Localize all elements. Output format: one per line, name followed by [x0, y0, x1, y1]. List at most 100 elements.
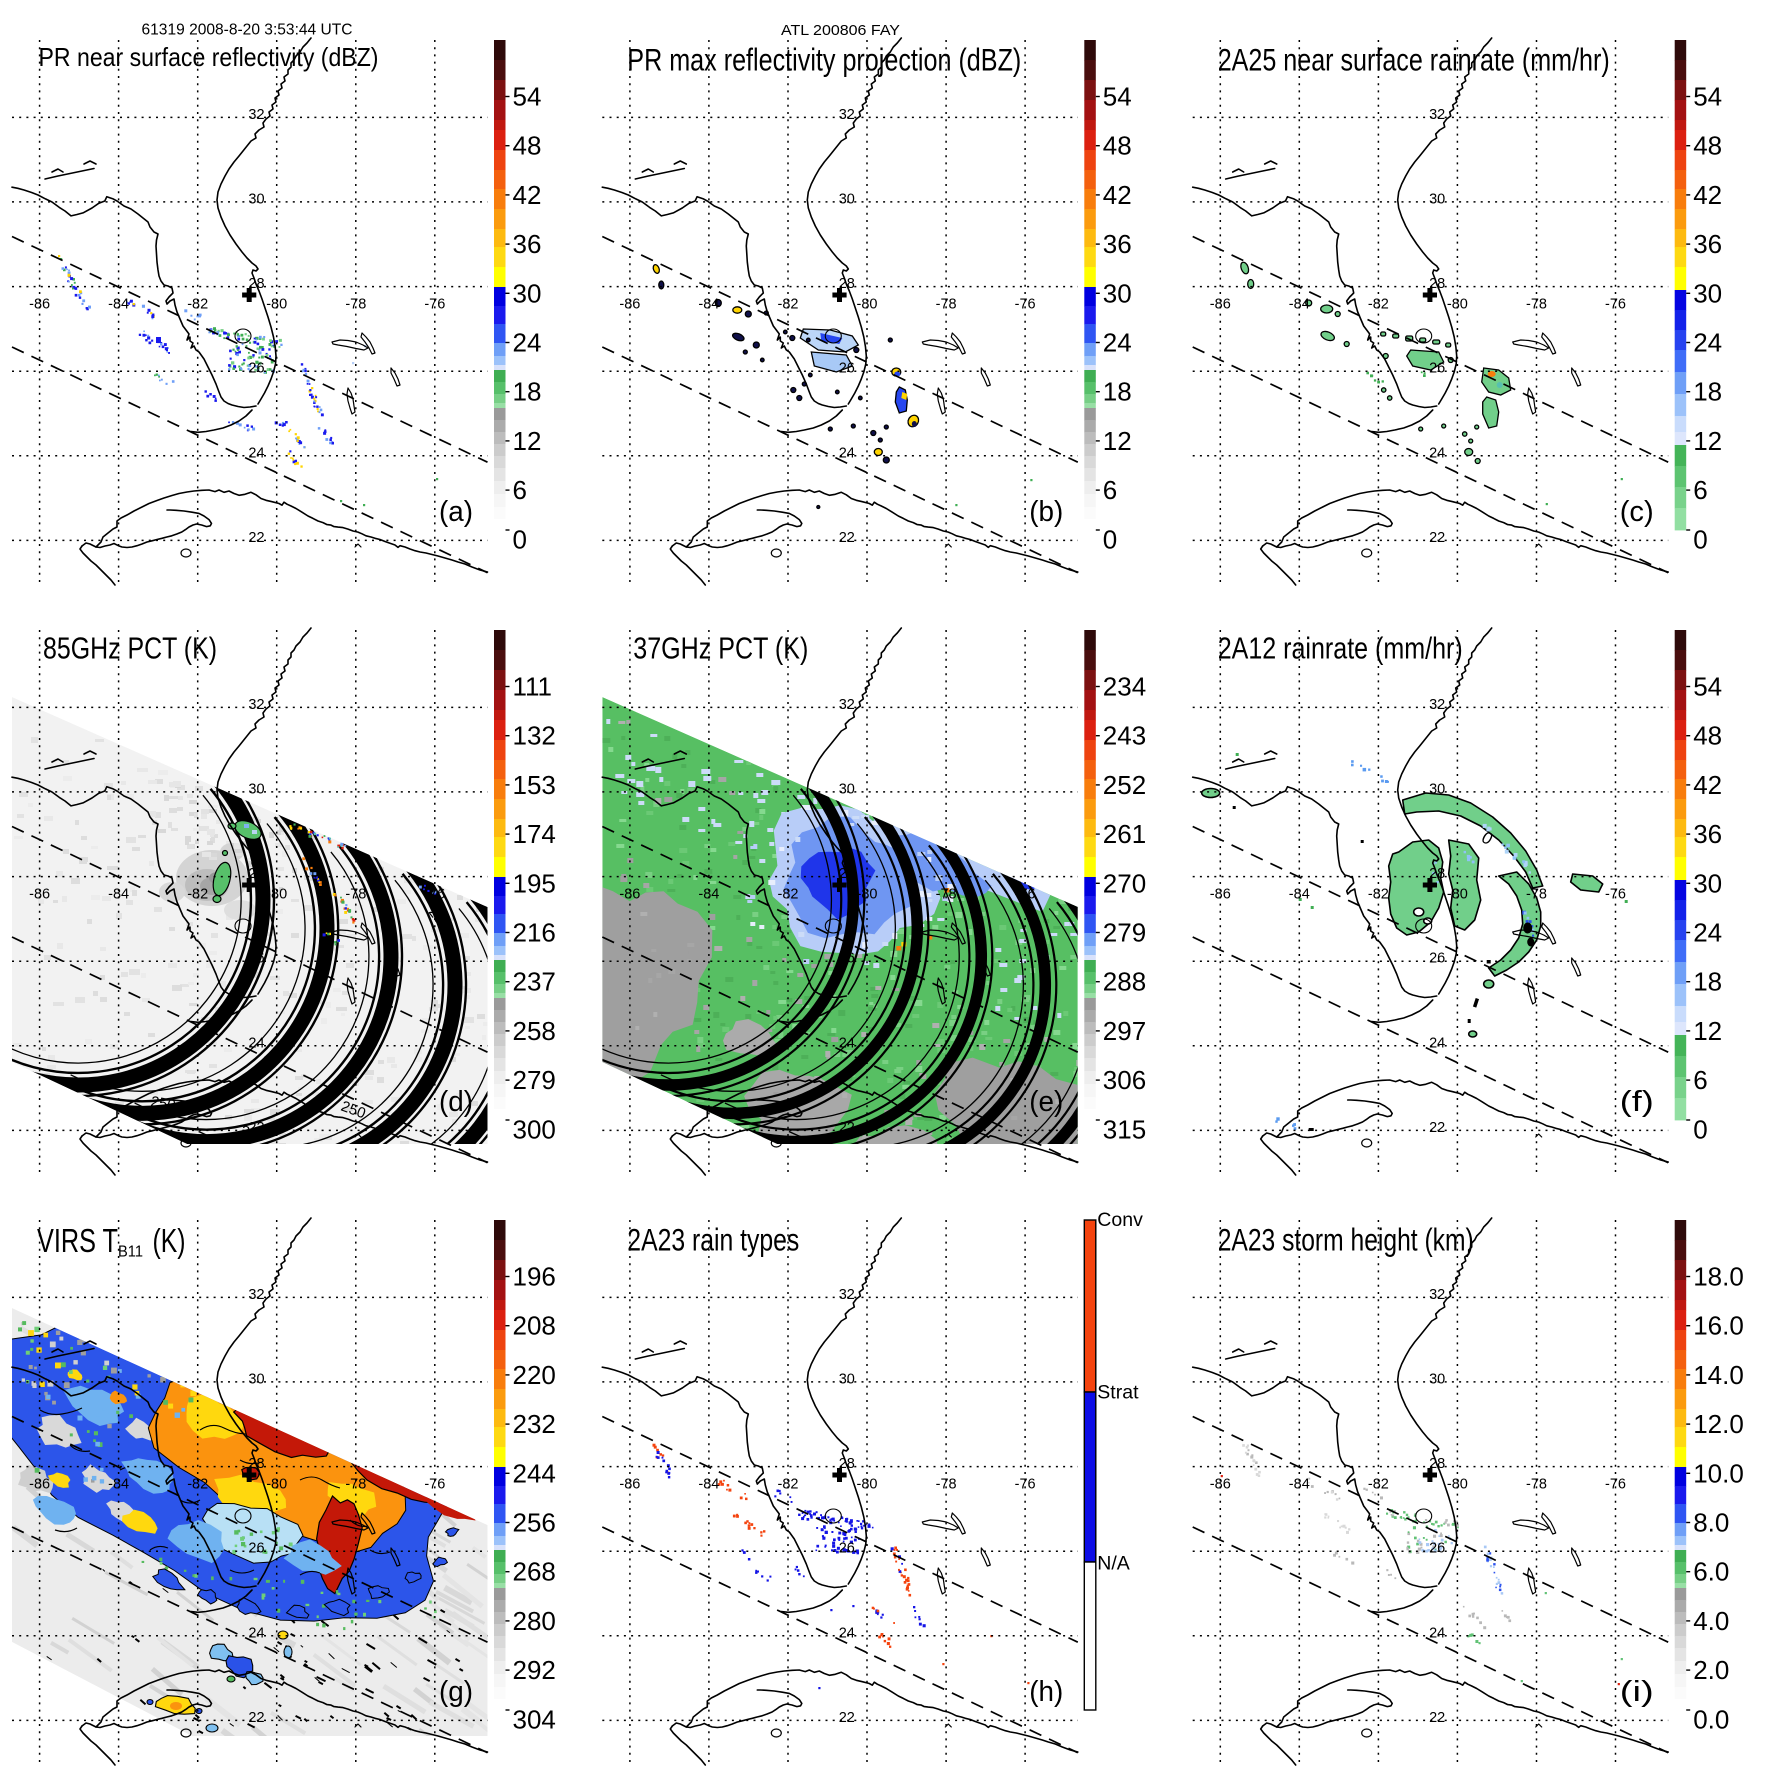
svg-text:30: 30: [1693, 868, 1722, 898]
svg-text:258: 258: [513, 1016, 556, 1046]
svg-text:42: 42: [1693, 770, 1722, 800]
svg-text:196: 196: [513, 1262, 556, 1292]
svg-text:297: 297: [1103, 1016, 1146, 1046]
svg-text:244: 244: [513, 1458, 556, 1488]
svg-text:2A25 near surface rainrate (mm: 2A25 near surface rainrate (mm/hr): [1218, 42, 1610, 78]
svg-text:10.0: 10.0: [1693, 1458, 1744, 1488]
svg-text:304: 304: [513, 1704, 556, 1734]
svg-text:0: 0: [1693, 1114, 1707, 1144]
svg-text:30: 30: [513, 278, 542, 308]
svg-text:216: 216: [513, 918, 556, 948]
svg-text:(e): (e): [1029, 1086, 1063, 1118]
svg-text:(c): (c): [1620, 496, 1654, 528]
svg-text:Conv: Conv: [1097, 1209, 1143, 1231]
svg-text:42: 42: [1693, 180, 1722, 210]
svg-text:48: 48: [1693, 721, 1722, 751]
svg-text:14.0: 14.0: [1693, 1360, 1744, 1390]
svg-text:24: 24: [1693, 918, 1722, 948]
svg-text:24: 24: [1103, 328, 1132, 358]
svg-text:36: 36: [1103, 229, 1132, 259]
svg-text:8.0: 8.0: [1693, 1508, 1729, 1538]
svg-text:279: 279: [1103, 918, 1146, 948]
svg-text:0: 0: [513, 524, 527, 554]
svg-text:280: 280: [513, 1606, 556, 1636]
svg-text:4.0: 4.0: [1693, 1606, 1729, 1636]
svg-text:18: 18: [513, 377, 542, 407]
svg-text:0: 0: [1103, 524, 1117, 554]
svg-text:30: 30: [1103, 278, 1132, 308]
svg-text:18: 18: [1693, 377, 1722, 407]
svg-text:36: 36: [513, 229, 542, 259]
svg-text:54: 54: [1693, 82, 1722, 112]
svg-text:6: 6: [1103, 475, 1117, 505]
svg-text:16.0: 16.0: [1693, 1311, 1744, 1341]
svg-text:232: 232: [513, 1409, 556, 1439]
svg-text:(b): (b): [1029, 496, 1063, 528]
svg-text:(d): (d): [439, 1086, 473, 1118]
svg-text:48: 48: [513, 131, 542, 161]
svg-text:237: 237: [513, 967, 556, 997]
svg-text:12: 12: [1693, 426, 1722, 456]
svg-text:36: 36: [1693, 229, 1722, 259]
svg-text:6: 6: [1693, 475, 1707, 505]
svg-text:250: 250: [149, 1093, 177, 1114]
svg-text:153: 153: [513, 770, 556, 800]
svg-text:6.0: 6.0: [1693, 1557, 1729, 1587]
svg-text:208: 208: [513, 1311, 556, 1341]
svg-text:12: 12: [1693, 1016, 1722, 1046]
svg-text:174: 174: [513, 819, 556, 849]
svg-text:315: 315: [1103, 1114, 1146, 1144]
svg-text:270: 270: [1103, 868, 1146, 898]
svg-text:18: 18: [1103, 377, 1132, 407]
svg-text:85GHz PCT (K): 85GHz PCT (K): [43, 631, 217, 666]
svg-text:Strat: Strat: [1097, 1382, 1139, 1404]
svg-text:30: 30: [1693, 278, 1722, 308]
svg-text:220: 220: [513, 1360, 556, 1390]
svg-text:54: 54: [513, 82, 542, 112]
svg-text:0: 0: [1693, 524, 1707, 554]
svg-text:2A23 rain types: 2A23 rain types: [627, 1222, 799, 1258]
svg-text:(K): (K): [153, 1222, 186, 1259]
svg-text:N/A: N/A: [1097, 1553, 1130, 1575]
svg-text:306: 306: [1103, 1065, 1146, 1095]
svg-text:36: 36: [1693, 819, 1722, 849]
svg-text:292: 292: [513, 1655, 556, 1685]
svg-text:54: 54: [1103, 82, 1132, 112]
svg-text:61319 2008-8-20 3:53:44 UTC: 61319 2008-8-20 3:53:44 UTC: [142, 22, 353, 39]
svg-text:B11: B11: [118, 1244, 143, 1261]
svg-text:2.0: 2.0: [1693, 1655, 1729, 1685]
svg-text:37GHz PCT (K): 37GHz PCT (K): [633, 631, 808, 666]
svg-text:VIRS T: VIRS T: [37, 1222, 118, 1259]
svg-text:(i): (i): [1620, 1676, 1654, 1708]
svg-text:54: 54: [1693, 672, 1722, 702]
svg-text:42: 42: [1103, 180, 1132, 210]
svg-text:195: 195: [513, 868, 556, 898]
svg-text:132: 132: [513, 721, 556, 751]
svg-text:48: 48: [1693, 131, 1722, 161]
svg-text:ATL 200806 FAY: ATL 200806 FAY: [781, 23, 900, 39]
svg-text:256: 256: [513, 1508, 556, 1538]
svg-text:18: 18: [1693, 967, 1722, 997]
svg-text:24: 24: [1693, 328, 1722, 358]
svg-text:PR max reflectivity projection: PR max reflectivity projection (dBZ): [627, 42, 1021, 78]
svg-text:0.0: 0.0: [1693, 1704, 1729, 1734]
svg-text:288: 288: [1103, 967, 1146, 997]
svg-text:18.0: 18.0: [1693, 1262, 1744, 1292]
svg-text:12: 12: [1103, 426, 1132, 456]
svg-text:(f): (f): [1620, 1086, 1654, 1118]
svg-text:(h): (h): [1029, 1676, 1063, 1708]
svg-text:2A23 storm height (km): 2A23 storm height (km): [1218, 1222, 1474, 1258]
svg-text:24: 24: [513, 328, 542, 358]
svg-text:111: 111: [513, 672, 553, 702]
svg-text:6: 6: [1693, 1065, 1707, 1095]
svg-text:279: 279: [513, 1065, 556, 1095]
svg-text:12: 12: [513, 426, 542, 456]
svg-text:42: 42: [513, 180, 542, 210]
svg-text:2A12 rainrate (mm/hr): 2A12 rainrate (mm/hr): [1218, 631, 1463, 666]
svg-text:252: 252: [1103, 770, 1146, 800]
svg-text:48: 48: [1103, 131, 1132, 161]
svg-text:PR near surface reflectivity (: PR near surface reflectivity (dBZ): [39, 42, 379, 72]
svg-text:243: 243: [1103, 721, 1146, 751]
svg-text:268: 268: [513, 1557, 556, 1587]
svg-text:6: 6: [513, 475, 527, 505]
